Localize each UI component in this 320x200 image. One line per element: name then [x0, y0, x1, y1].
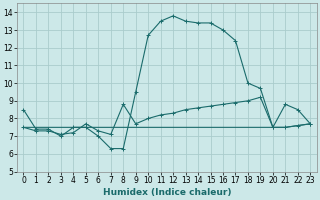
- X-axis label: Humidex (Indice chaleur): Humidex (Indice chaleur): [103, 188, 231, 197]
